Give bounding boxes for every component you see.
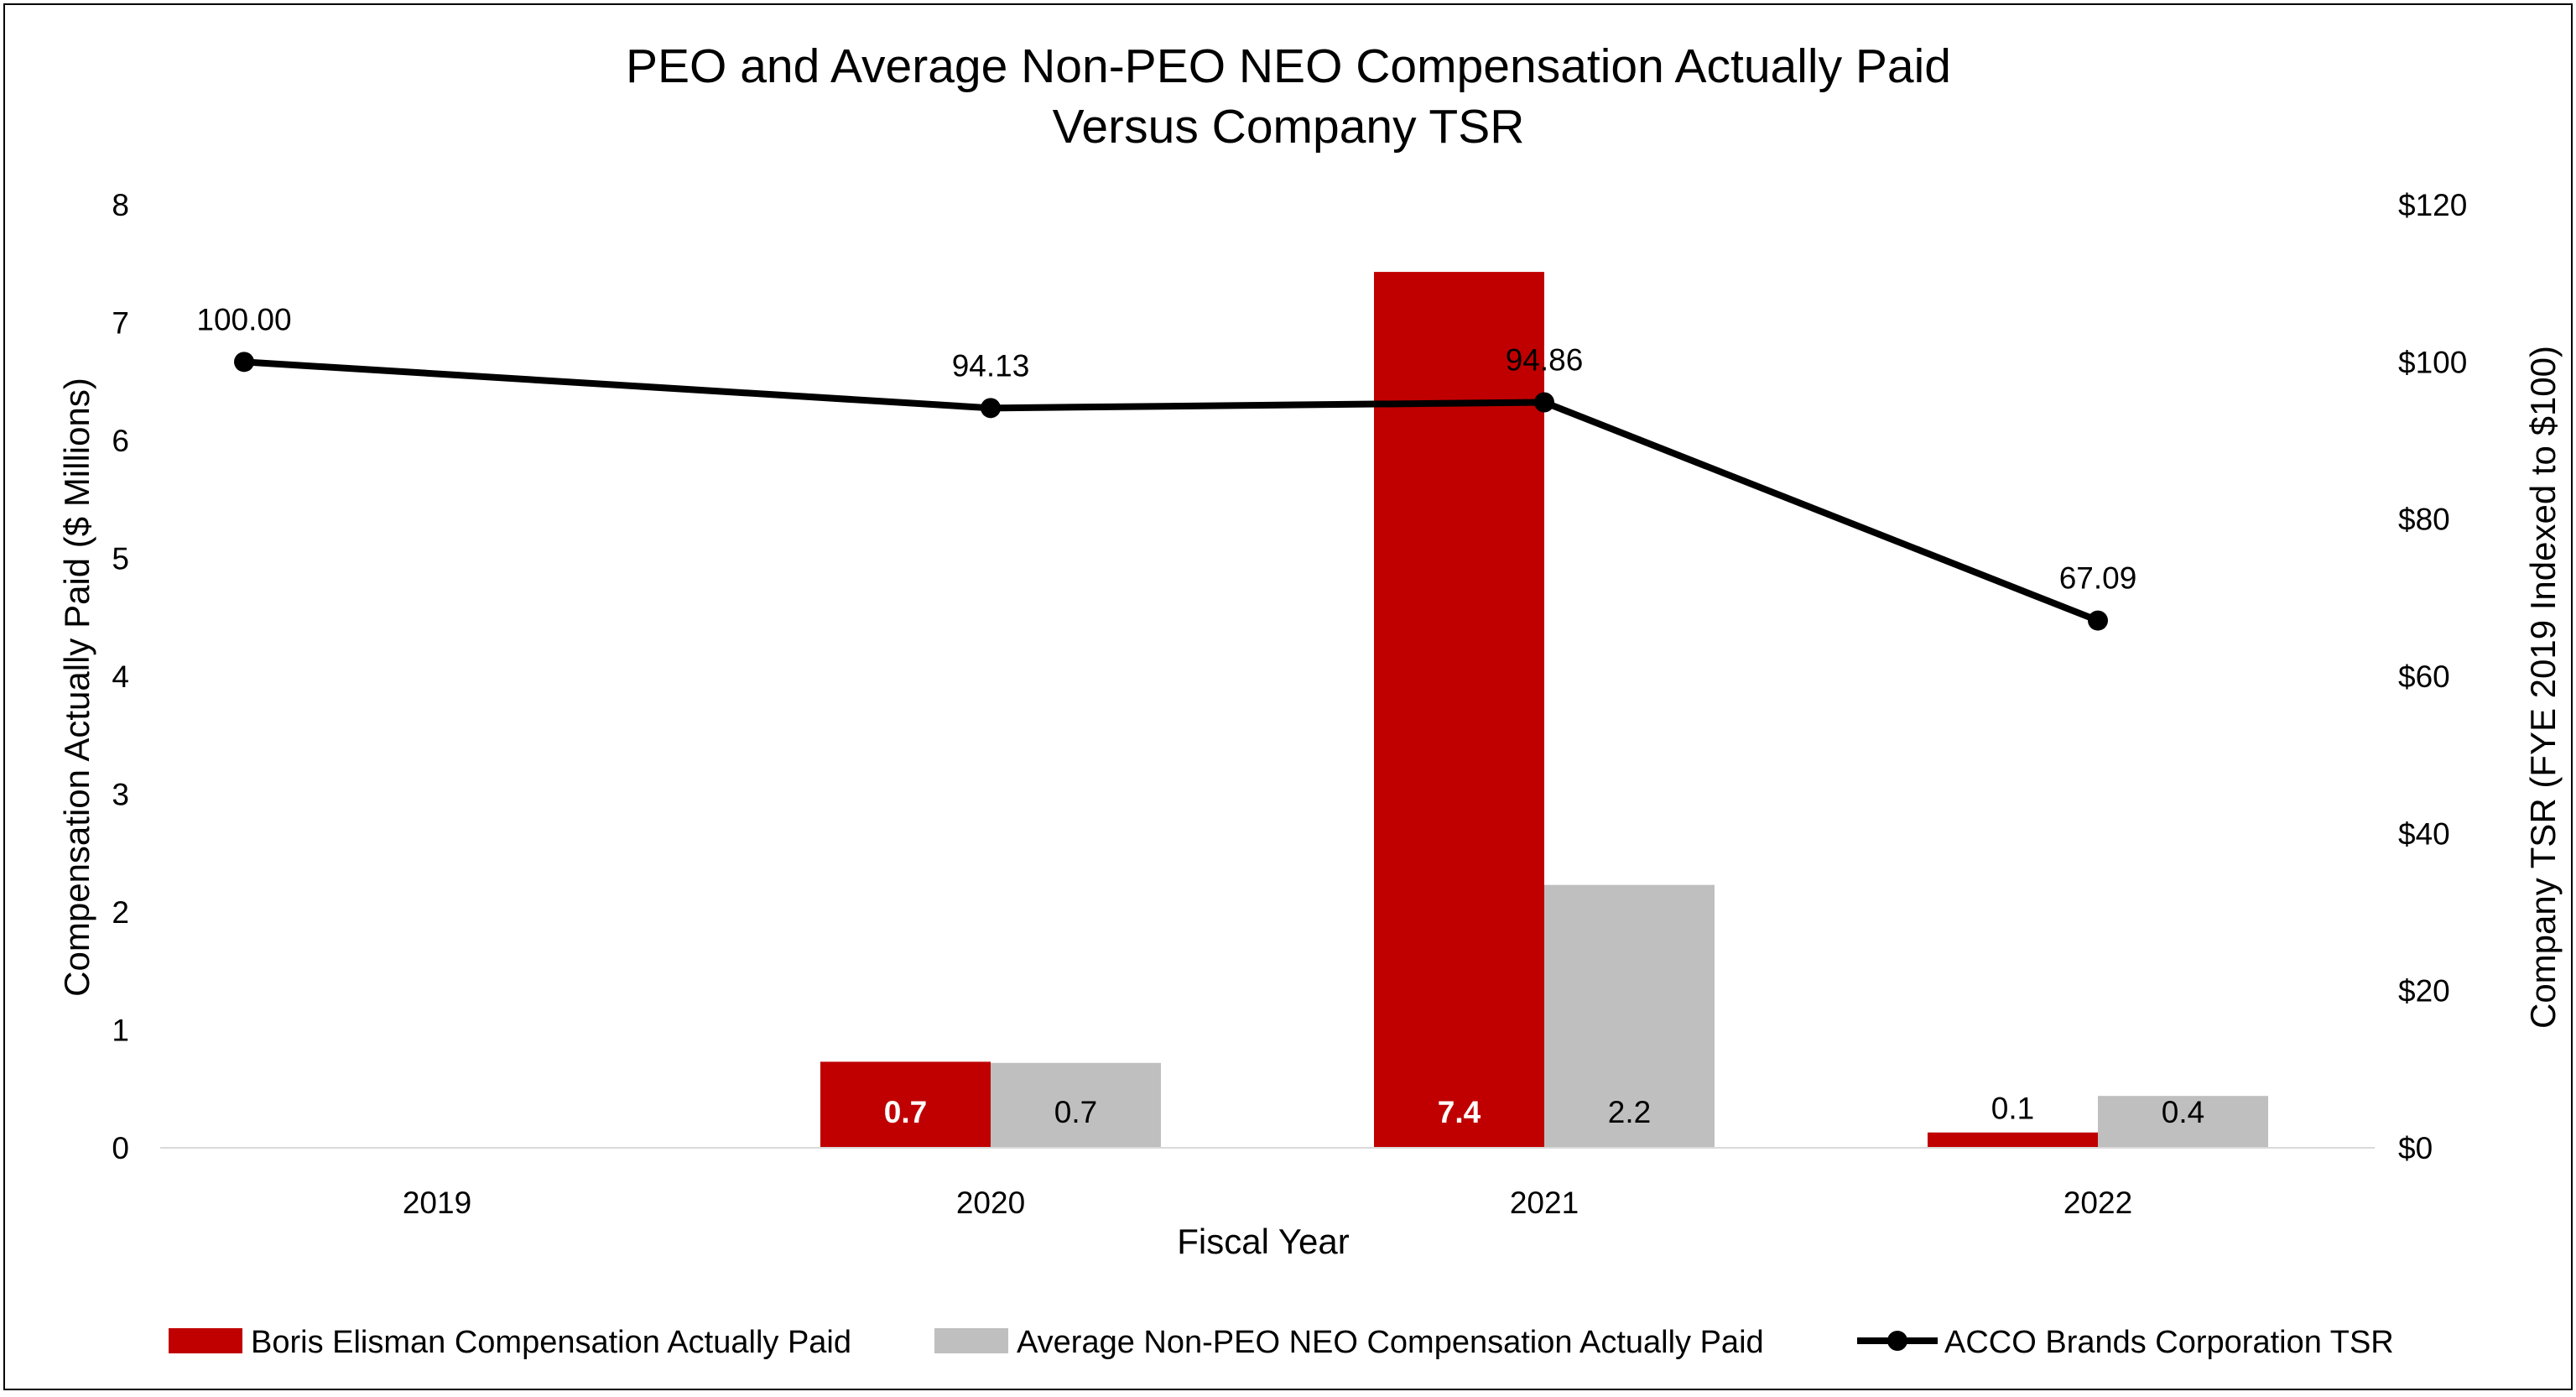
bar-data-label: 0.7 (884, 1095, 927, 1129)
bar-peo-2021 (1374, 272, 1544, 1149)
y-axis-title: Compensation Actually Paid ($ Millions) (57, 378, 96, 997)
tsr-line (243, 358, 2100, 624)
y2-axis-title: Company TSR (FYE 2019 Indexed to $100) (2523, 346, 2563, 1029)
bar-data-label: 7.4 (1438, 1095, 1481, 1129)
y2-tick-label: $120 (2398, 188, 2467, 222)
legend-label: ACCO Brands Corporation TSR (1944, 1325, 2394, 1360)
y2-tick-label: $80 (2398, 503, 2450, 537)
y-tick-label: 4 (112, 659, 129, 694)
x-axis-title: Fiscal Year (1177, 1222, 1349, 1261)
y-tick-label: 5 (112, 542, 129, 576)
bar-non-peo-2020 (991, 1062, 1161, 1148)
bar-data-label: 2.2 (1608, 1095, 1651, 1129)
bar-data-label: 0.1 (1991, 1092, 2034, 1126)
chart-title-line-2: Versus Company TSR (1053, 100, 1525, 154)
y-tick-label: 8 (112, 188, 129, 222)
y2-tick-label: $40 (2398, 816, 2450, 851)
x-tick-label: 2020 (956, 1186, 1025, 1220)
tsr-data-label: 67.09 (2059, 561, 2137, 596)
legend-swatch-marker (1887, 1331, 1907, 1351)
bar-non-peo-2022 (2098, 1096, 2268, 1148)
y-tick-label: 3 (112, 778, 129, 812)
tsr-point-2021 (1534, 392, 1554, 413)
bar-data-label: 0.7 (1054, 1095, 1097, 1129)
x-tick-label: 2022 (2063, 1186, 2132, 1220)
bar-peo-2020 (820, 1061, 991, 1148)
y-tick-label: 0 (112, 1131, 129, 1165)
x-tick-label: 2019 (403, 1186, 471, 1220)
y2-tick-label: $60 (2398, 659, 2450, 694)
chart-svg: PEO and Average Non-PEO NEO Compensation… (57, 39, 2563, 1360)
y2-tick-label: $0 (2398, 1131, 2433, 1165)
tsr-data-label: 100.00 (196, 302, 291, 336)
y2-axis-ticks: $0 $20 $40 $60 $80 $100 $120 (2398, 188, 2467, 1165)
y-tick-label: 1 (112, 1014, 129, 1048)
chart-title-line-1: PEO and Average Non-PEO NEO Compensation… (626, 39, 1951, 93)
bar-labels-group: 0.7 7.4 0.1 0.7 2.2 0.4 (884, 1092, 2204, 1129)
y2-tick-label: $100 (2398, 345, 2467, 379)
legend: Boris Elisman Compensation Actually Paid… (169, 1325, 2394, 1360)
tsr-data-label: 94.86 (1506, 342, 1584, 377)
y-axis-ticks: 0 1 2 3 4 5 6 7 8 (112, 188, 129, 1165)
bar-data-label: 0.4 (2162, 1095, 2204, 1129)
legend-swatch (934, 1328, 1008, 1353)
bar-series-group (820, 272, 2268, 1149)
legend-label: Boris Elisman Compensation Actually Paid (251, 1325, 851, 1360)
y2-tick-label: $20 (2398, 974, 2450, 1009)
tsr-point-2020 (981, 398, 1001, 419)
bar-non-peo-2021 (1544, 884, 1715, 1148)
legend-swatch (169, 1328, 242, 1353)
y-tick-label: 6 (112, 424, 129, 458)
tsr-point-2022 (2088, 610, 2108, 631)
legend-label: Average Non-PEO NEO Compensation Actuall… (1017, 1325, 1764, 1360)
tsr-line-group: 100.00 94.13 94.86 67.09 (196, 302, 2137, 631)
x-axis-ticks: 2019 2020 2021 2022 (403, 1186, 2132, 1220)
tsr-data-label: 94.13 (952, 348, 1030, 383)
y-tick-label: 7 (112, 306, 129, 341)
chart-container: PEO and Average Non-PEO NEO Compensation… (3, 3, 2573, 1390)
tsr-point-2019 (234, 352, 254, 373)
bar-peo-2022 (1928, 1132, 2098, 1148)
y-tick-label: 2 (112, 895, 129, 930)
x-tick-label: 2021 (1510, 1186, 1579, 1220)
